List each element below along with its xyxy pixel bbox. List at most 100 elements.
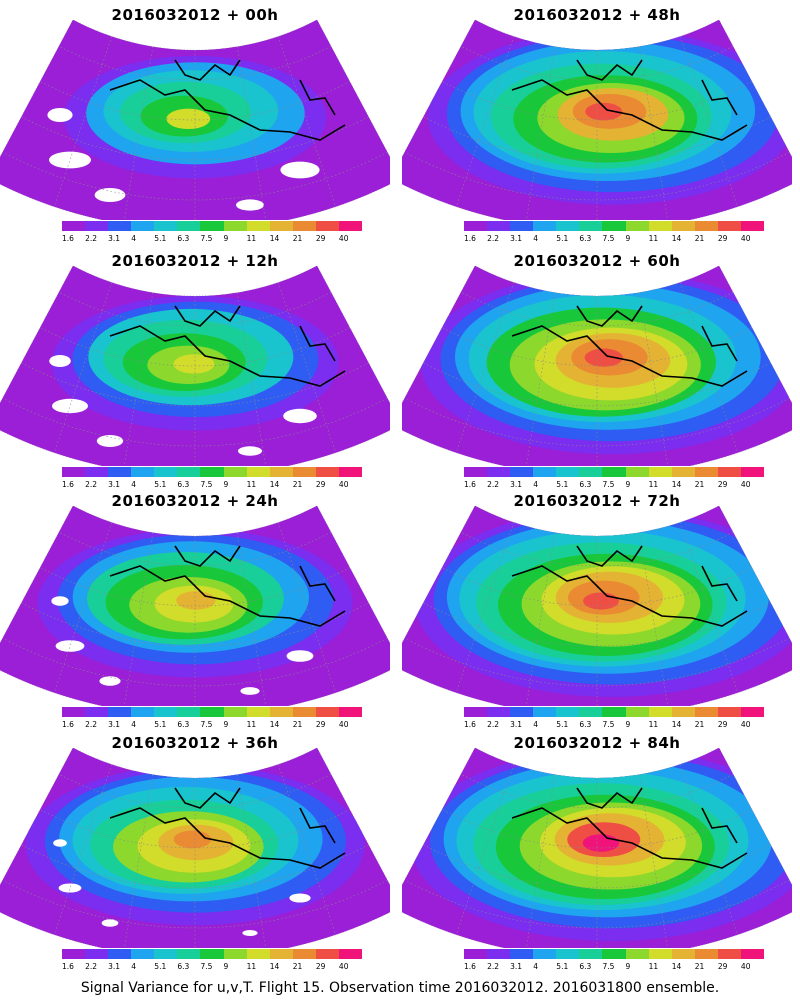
color-scale-label: 2.2 [487, 480, 499, 489]
color-scale-label: 7.5 [602, 962, 615, 971]
map-panel: 2016032012 + 72h 1.6 2.2 3.1 4 5.1 6.3 7.5 9 11 14… [402, 486, 792, 731]
color-scale-label: 14 [671, 234, 682, 243]
color-swatch [671, 949, 695, 959]
color-swatch [556, 707, 580, 717]
color-scale-label: 3.1 [510, 720, 523, 729]
color-scale-label: 4 [533, 234, 538, 243]
latitude-line [423, 362, 771, 407]
color-scale-label: 5.1 [556, 234, 569, 243]
missing-data-area [238, 446, 262, 456]
missing-data-area [96, 435, 124, 447]
color-scale-label: 21 [292, 962, 303, 971]
color-swatch [292, 707, 316, 717]
color-scale-label: 11 [246, 720, 257, 729]
panel-title: 2016032012 + 48h [513, 6, 681, 24]
color-swatch [487, 949, 511, 959]
color-swatch [464, 221, 488, 231]
color-scale-labels: 1.6 2.2 3.1 4 5.1 6.3 7.5 9 11 14 21 29 40 [464, 962, 764, 972]
color-swatch [533, 467, 557, 477]
variance-contour [166, 108, 211, 130]
color-swatch [315, 221, 339, 231]
color-swatch [223, 467, 247, 477]
map-panel: 2016032012 + 60h 1.6 2.2 3.1 4 5.1 6.3 7.5 9 11 14… [402, 246, 792, 491]
color-swatch [556, 949, 580, 959]
color-scale [464, 467, 765, 479]
latitude-line [2, 637, 388, 687]
color-swatch [648, 467, 672, 477]
color-swatch [740, 707, 765, 717]
color-swatch [625, 949, 649, 959]
color-scale-labels: 1.6 2.2 3.1 4 5.1 6.3 7.5 9 11 14 21 29 40 [62, 962, 362, 972]
color-scale-label: 9 [223, 962, 229, 971]
color-swatch [717, 221, 741, 231]
color-scale-label: 29 [315, 720, 326, 729]
latitude-line [39, 809, 351, 849]
missing-data-area [49, 355, 71, 367]
color-scale-label: 11 [648, 720, 659, 729]
color-swatch [671, 707, 695, 717]
missing-data-area [94, 188, 126, 202]
color-scale-label: 1.6 [464, 962, 476, 971]
color-scale-label: 6.3 [177, 962, 190, 971]
color-scale-label: 2.2 [85, 480, 97, 489]
color-scale-label: 11 [648, 480, 659, 489]
color-scale-label: 7.5 [200, 962, 213, 971]
panel-title: 2016032012 + 60h [513, 252, 681, 270]
color-scale [62, 221, 363, 233]
color-swatch [464, 707, 488, 717]
color-scale-label: 3.1 [108, 480, 121, 489]
color-swatch [602, 467, 626, 477]
color-swatch [223, 949, 247, 959]
color-scale-label: 14 [671, 720, 682, 729]
color-scale-labels: 1.6 2.2 3.1 4 5.1 6.3 7.5 9 11 14 21 29 40 [464, 720, 764, 730]
color-swatch [108, 949, 132, 959]
color-scale [62, 707, 363, 719]
color-scale-label: 14 [671, 480, 682, 489]
latitude-line [21, 362, 369, 407]
variance-contour [176, 591, 216, 610]
color-scale-label: 40 [740, 720, 751, 729]
color-scale-labels: 1.6 2.2 3.1 4 5.1 6.3 7.5 9 11 14 21 29 40 [464, 480, 764, 490]
color-scale-label: 40 [338, 234, 349, 243]
color-swatch [269, 949, 293, 959]
color-swatch [269, 467, 293, 477]
color-scale-label: 11 [246, 962, 257, 971]
color-scale-label: 9 [625, 234, 631, 243]
color-scale [62, 467, 363, 479]
color-scale-label: 40 [740, 962, 751, 971]
color-swatch [62, 221, 86, 231]
figure-caption: Signal Variance for u,v,T. Flight 15. Ob… [80, 980, 720, 996]
missing-data-area [53, 839, 67, 847]
color-swatch [579, 949, 603, 959]
variance-contour [173, 354, 215, 374]
color-swatch [510, 949, 534, 959]
color-swatch [177, 221, 201, 231]
map-panel: 2016032012 + 48h 1.6 2.2 3.1 4 5.1 6.3 7.5 9 11 14… [402, 0, 792, 245]
color-scale-label: 40 [740, 480, 751, 489]
missing-data-area [236, 199, 264, 211]
color-swatch [131, 707, 155, 717]
color-scale-label: 40 [338, 962, 349, 971]
color-swatch [338, 221, 363, 231]
missing-data-area [55, 640, 85, 652]
color-scale-label: 7.5 [602, 234, 615, 243]
color-scale-label: 2.2 [487, 720, 499, 729]
color-scale-label: 7.5 [602, 480, 615, 489]
color-swatch [85, 707, 109, 717]
color-swatch [108, 467, 132, 477]
color-swatch [131, 949, 155, 959]
variance-contour [173, 830, 212, 849]
color-scale-label: 14 [671, 962, 682, 971]
variance-map [402, 266, 792, 466]
color-swatch [315, 707, 339, 717]
variance-map [402, 20, 792, 220]
color-scale-label: 11 [246, 480, 257, 489]
latitude-line [21, 602, 369, 647]
color-scale-label: 6.3 [579, 962, 592, 971]
variance-map [402, 748, 792, 948]
color-swatch [533, 221, 557, 231]
color-scale-label: 2.2 [85, 234, 97, 243]
missing-data-area [280, 161, 320, 179]
color-scale-label: 1.6 [62, 234, 74, 243]
color-scale-label: 21 [694, 234, 705, 243]
